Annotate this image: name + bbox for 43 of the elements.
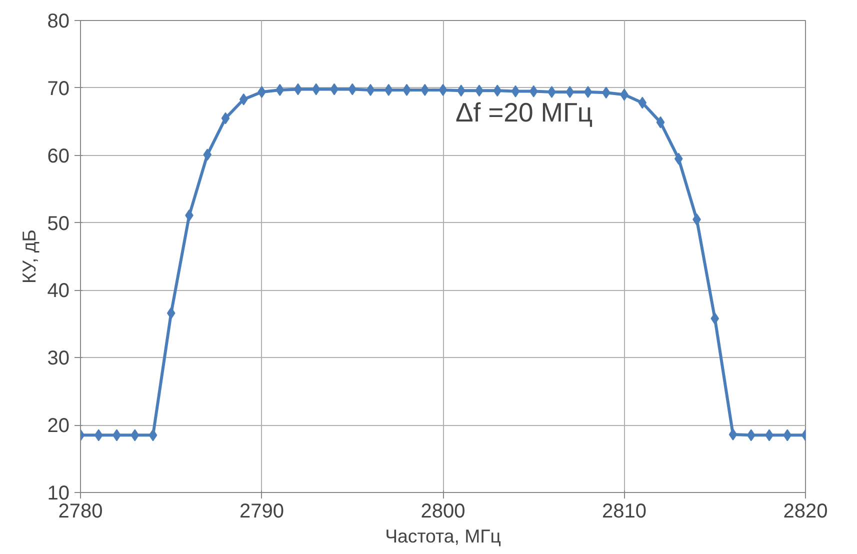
annotation: Δf =20 МГц — [456, 98, 593, 128]
point — [348, 83, 357, 96]
y-tick-label: 80 — [47, 10, 70, 32]
point — [728, 428, 738, 441]
x-tick-label: 2820 — [783, 500, 828, 522]
point — [511, 85, 520, 98]
point — [746, 429, 756, 442]
point — [294, 83, 302, 96]
y-tick-label: 40 — [47, 280, 70, 302]
y-tick-label: 70 — [47, 78, 70, 100]
point — [456, 84, 466, 97]
point — [203, 148, 212, 161]
y-tick-label: 30 — [47, 348, 70, 370]
y-axis-title: КУ, дБ — [18, 230, 40, 284]
y-tick-label: 50 — [47, 212, 70, 235]
point — [94, 429, 103, 442]
point — [276, 84, 284, 96]
point — [130, 429, 140, 442]
point — [312, 83, 320, 96]
point — [529, 85, 538, 98]
point — [584, 86, 592, 98]
y-tick-label: 20 — [47, 415, 70, 438]
point — [602, 86, 610, 99]
x-axis-title: Частота, МГц — [385, 526, 502, 546]
point — [420, 84, 430, 96]
y-tick-label: 60 — [47, 145, 70, 168]
point — [656, 116, 665, 128]
x-tick-label: 2790 — [240, 500, 284, 522]
point — [674, 152, 683, 165]
point — [366, 84, 375, 96]
point — [438, 84, 448, 96]
point — [166, 307, 176, 320]
point — [783, 429, 792, 442]
x-tick-label: 2800 — [420, 500, 466, 522]
point — [493, 84, 502, 97]
point — [566, 86, 574, 98]
point — [710, 312, 720, 325]
point — [148, 429, 158, 442]
point — [239, 93, 248, 106]
x-tick-label: 2810 — [602, 500, 647, 522]
point — [221, 112, 230, 124]
point — [638, 96, 647, 109]
point — [384, 84, 393, 96]
